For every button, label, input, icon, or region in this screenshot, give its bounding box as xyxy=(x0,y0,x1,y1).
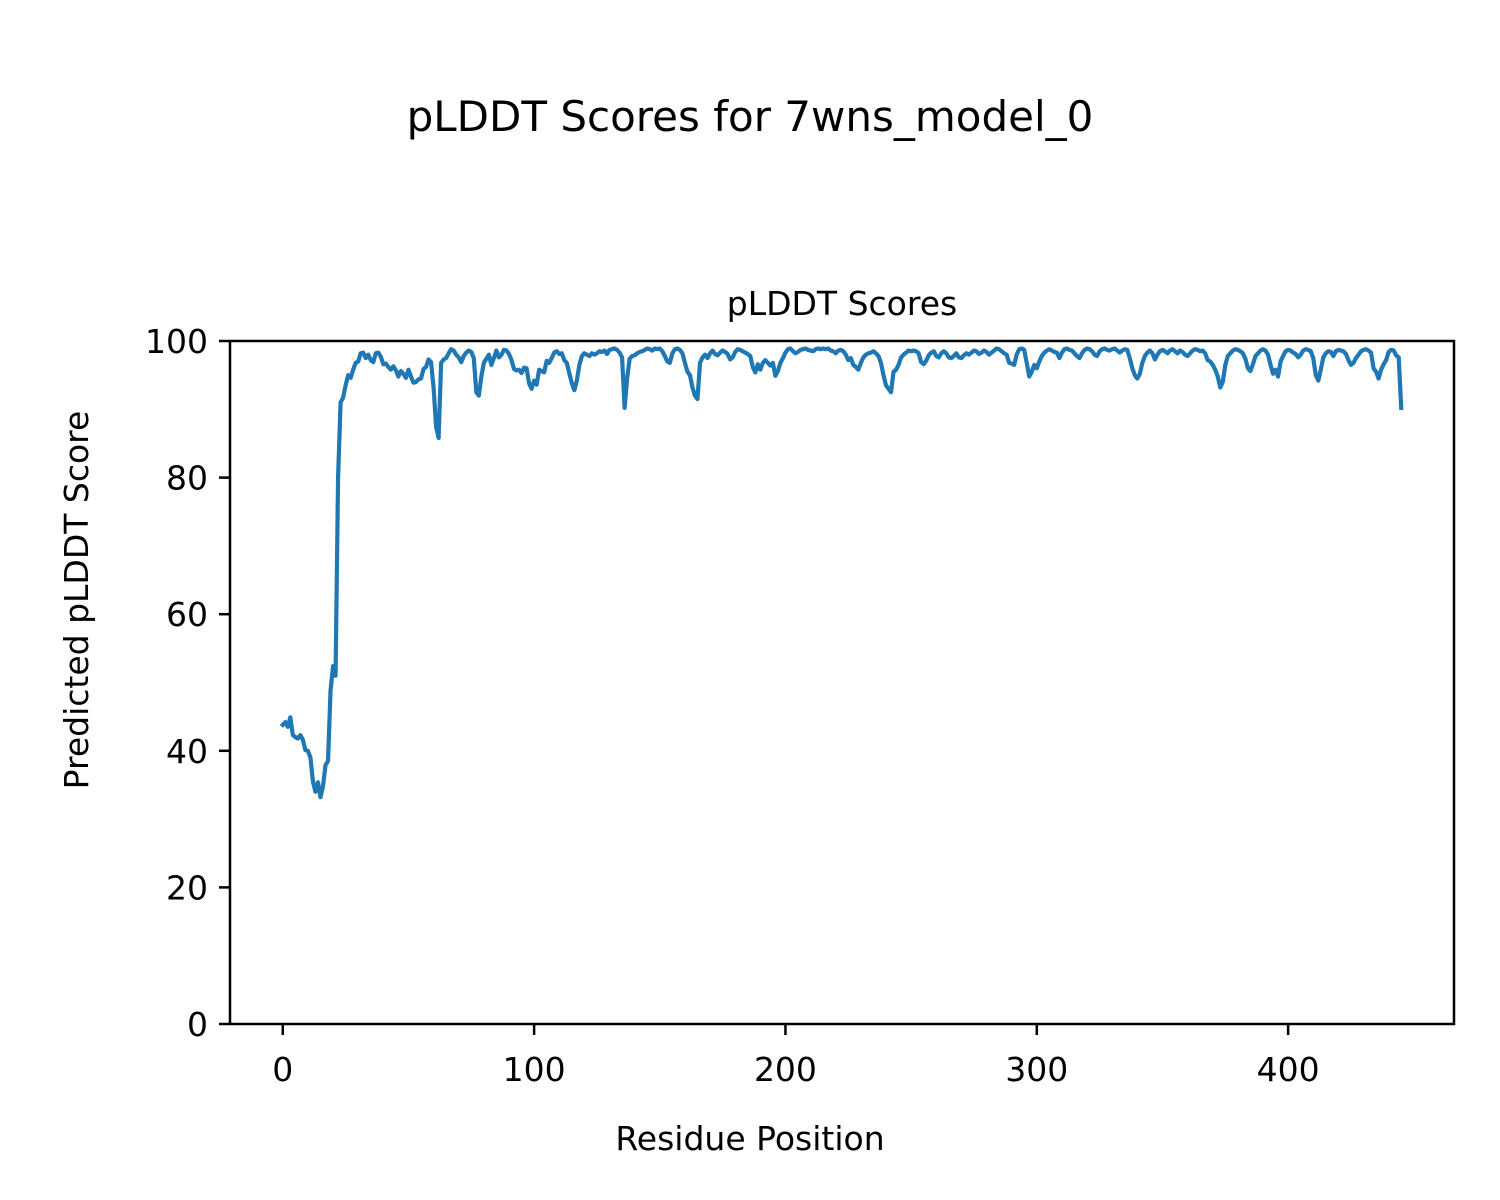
y-tick-label: 20 xyxy=(166,868,208,907)
y-tick-label: 80 xyxy=(166,459,208,498)
plot-frame xyxy=(228,339,1456,1026)
x-axis-label: Residue Position xyxy=(615,1119,884,1158)
x-tick-label: 300 xyxy=(1005,1050,1068,1089)
x-tick-label: 400 xyxy=(1257,1050,1320,1089)
plddt-series-line xyxy=(279,346,1404,800)
x-tick-label: 200 xyxy=(754,1050,817,1089)
x-tick-label: 100 xyxy=(503,1050,566,1089)
y-tick-label: 40 xyxy=(166,732,208,771)
axes-title: pLDDT Scores xyxy=(727,284,957,323)
x-tick-label: 0 xyxy=(272,1050,293,1089)
y-tick-label: 60 xyxy=(166,595,208,634)
y-tick-label: 0 xyxy=(187,1005,208,1044)
x-axis-ticks: 0 100 200 300 400 xyxy=(272,1024,1320,1089)
figure-title: pLDDT Scores for 7wns_model_0 xyxy=(406,92,1094,141)
y-tick-label: 100 xyxy=(145,322,208,361)
y-axis-ticks: 0 20 40 60 80 100 xyxy=(145,322,230,1044)
y-axis-label: Predicted pLDDT Score xyxy=(57,411,96,790)
